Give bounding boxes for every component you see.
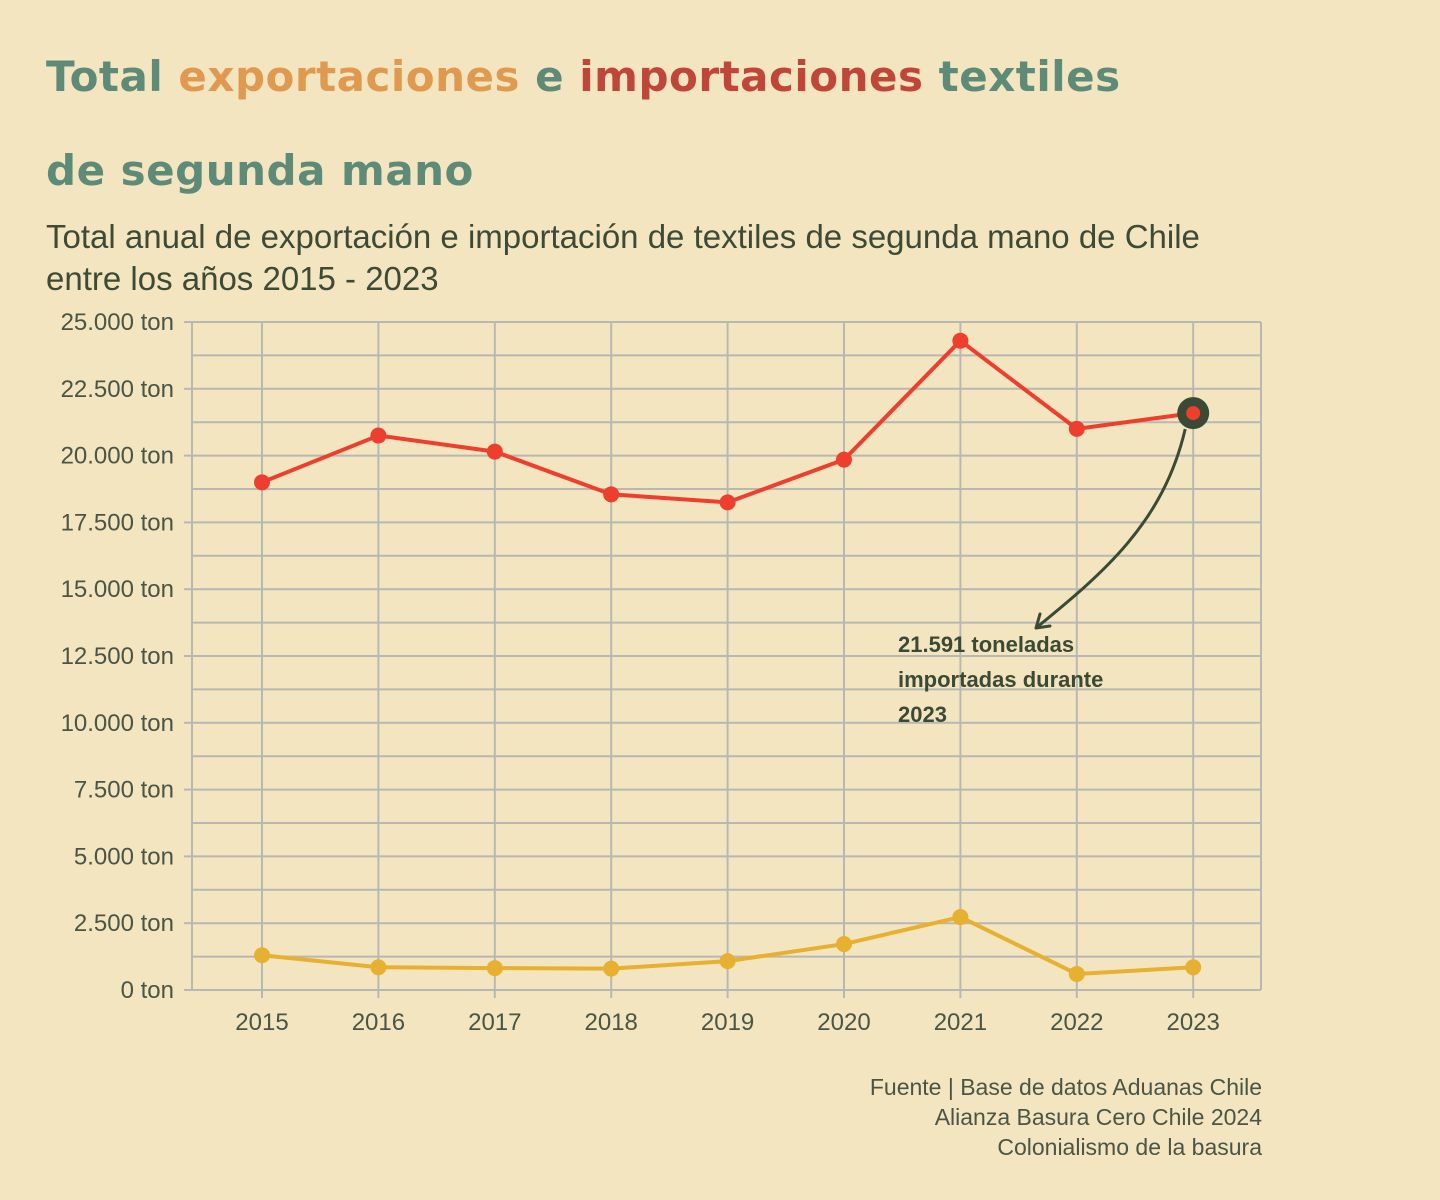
- annotation-text: 21.591 toneladas: [898, 632, 1074, 657]
- highlight-point: [1186, 406, 1201, 421]
- data-point-exportaciones: [1185, 959, 1202, 976]
- x-tick-label: 2018: [585, 1009, 638, 1036]
- title-text: Total: [46, 52, 179, 101]
- y-tick-label: 12.500 ton: [61, 643, 174, 670]
- x-tick-label: 2016: [352, 1009, 405, 1036]
- annotation-text: 2023: [898, 702, 947, 727]
- data-point-importaciones: [1068, 420, 1085, 437]
- data-point-importaciones: [603, 486, 620, 503]
- data-point-importaciones: [486, 443, 503, 460]
- title-imports-word: importaciones: [579, 52, 924, 101]
- x-tick-label: 2022: [1050, 1009, 1103, 1036]
- x-tick-label: 2017: [468, 1009, 521, 1036]
- source-note: Fuente | Base de datos Aduanas Chile Ali…: [870, 1072, 1262, 1162]
- data-point-importaciones: [370, 427, 387, 444]
- y-tick-label: 25.000 ton: [61, 309, 174, 336]
- title-exports-word: exportaciones: [178, 52, 521, 101]
- data-point-exportaciones: [370, 959, 387, 976]
- annotation-arrow: [1035, 428, 1187, 630]
- title-text: textiles: [923, 52, 1121, 101]
- x-tick-label: 2023: [1167, 1009, 1220, 1036]
- x-tick-label: 2021: [934, 1009, 987, 1036]
- y-tick-label: 2.500 ton: [74, 910, 174, 937]
- data-point-importaciones: [952, 332, 969, 349]
- data-point-importaciones: [836, 451, 852, 468]
- data-point-exportaciones: [486, 960, 503, 977]
- data-point-exportaciones: [952, 909, 969, 926]
- x-tick-label: 2015: [235, 1009, 288, 1036]
- annotation-text: importadas durante: [898, 667, 1103, 692]
- source-line: Fuente | Base de datos Aduanas Chile: [869, 1074, 1262, 1100]
- chart-title-line1: Total exportaciones e importaciones text…: [46, 52, 1121, 101]
- data-point-exportaciones: [603, 960, 620, 977]
- chart-subtitle: Total anual de exportación e importación…: [46, 218, 1200, 297]
- data-point-exportaciones: [254, 947, 270, 964]
- y-tick-label: 7.500 ton: [74, 777, 174, 804]
- arrow-head-icon: [1034, 612, 1052, 630]
- chart-title-line2: de segunda mano: [46, 146, 474, 195]
- y-tick-label: 0 ton: [121, 977, 174, 1004]
- y-tick-label: 10.000 ton: [61, 710, 174, 737]
- y-tick-label: 20.000 ton: [61, 443, 174, 470]
- title-text: e: [520, 52, 580, 101]
- source-line: Alianza Basura Cero Chile 2024: [934, 1104, 1262, 1130]
- x-tick-label: 2019: [701, 1009, 754, 1036]
- source-line: Colonialismo de la basura: [997, 1134, 1262, 1160]
- data-point-exportaciones: [1068, 965, 1085, 982]
- data-point-importaciones: [254, 474, 270, 491]
- y-tick-label: 5.000 ton: [74, 843, 174, 870]
- x-tick-label: 2020: [817, 1009, 870, 1036]
- data-point-exportaciones: [719, 953, 736, 970]
- data-point-exportaciones: [836, 936, 852, 953]
- data-point-importaciones: [719, 494, 736, 511]
- y-tick-label: 22.500 ton: [61, 376, 174, 403]
- y-tick-label: 15.000 ton: [61, 576, 174, 603]
- y-tick-label: 17.500 ton: [61, 509, 174, 536]
